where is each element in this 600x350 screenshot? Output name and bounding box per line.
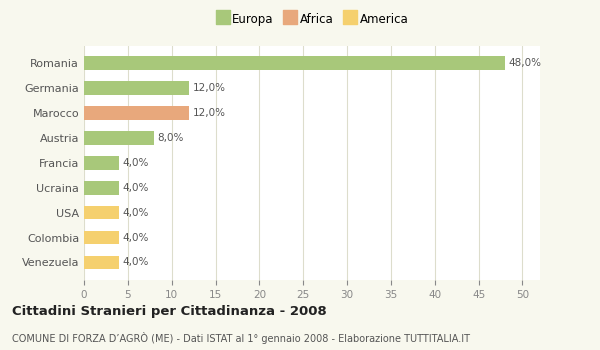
Text: 4,0%: 4,0% [122, 208, 149, 218]
Text: COMUNE DI FORZA D’AGRÒ (ME) - Dati ISTAT al 1° gennaio 2008 - Elaborazione TUTTI: COMUNE DI FORZA D’AGRÒ (ME) - Dati ISTAT… [12, 332, 470, 344]
Text: 48,0%: 48,0% [508, 58, 541, 68]
Bar [84, 81, 189, 95]
Text: 4,0%: 4,0% [122, 258, 149, 267]
Text: 12,0%: 12,0% [193, 83, 226, 93]
Bar [84, 181, 119, 195]
Text: Cittadini Stranieri per Cittadinanza - 2008: Cittadini Stranieri per Cittadinanza - 2… [12, 304, 327, 317]
Text: 4,0%: 4,0% [122, 158, 149, 168]
Text: 4,0%: 4,0% [122, 183, 149, 193]
Bar [84, 231, 119, 244]
Bar [84, 256, 119, 270]
Text: 12,0%: 12,0% [193, 108, 226, 118]
Bar [84, 131, 154, 145]
Bar [84, 106, 189, 120]
Text: 8,0%: 8,0% [158, 133, 184, 143]
Bar [84, 156, 119, 170]
Bar [84, 56, 505, 70]
Legend: Europa, Africa, America: Europa, Africa, America [212, 9, 412, 29]
Text: 4,0%: 4,0% [122, 232, 149, 243]
Bar [84, 206, 119, 219]
